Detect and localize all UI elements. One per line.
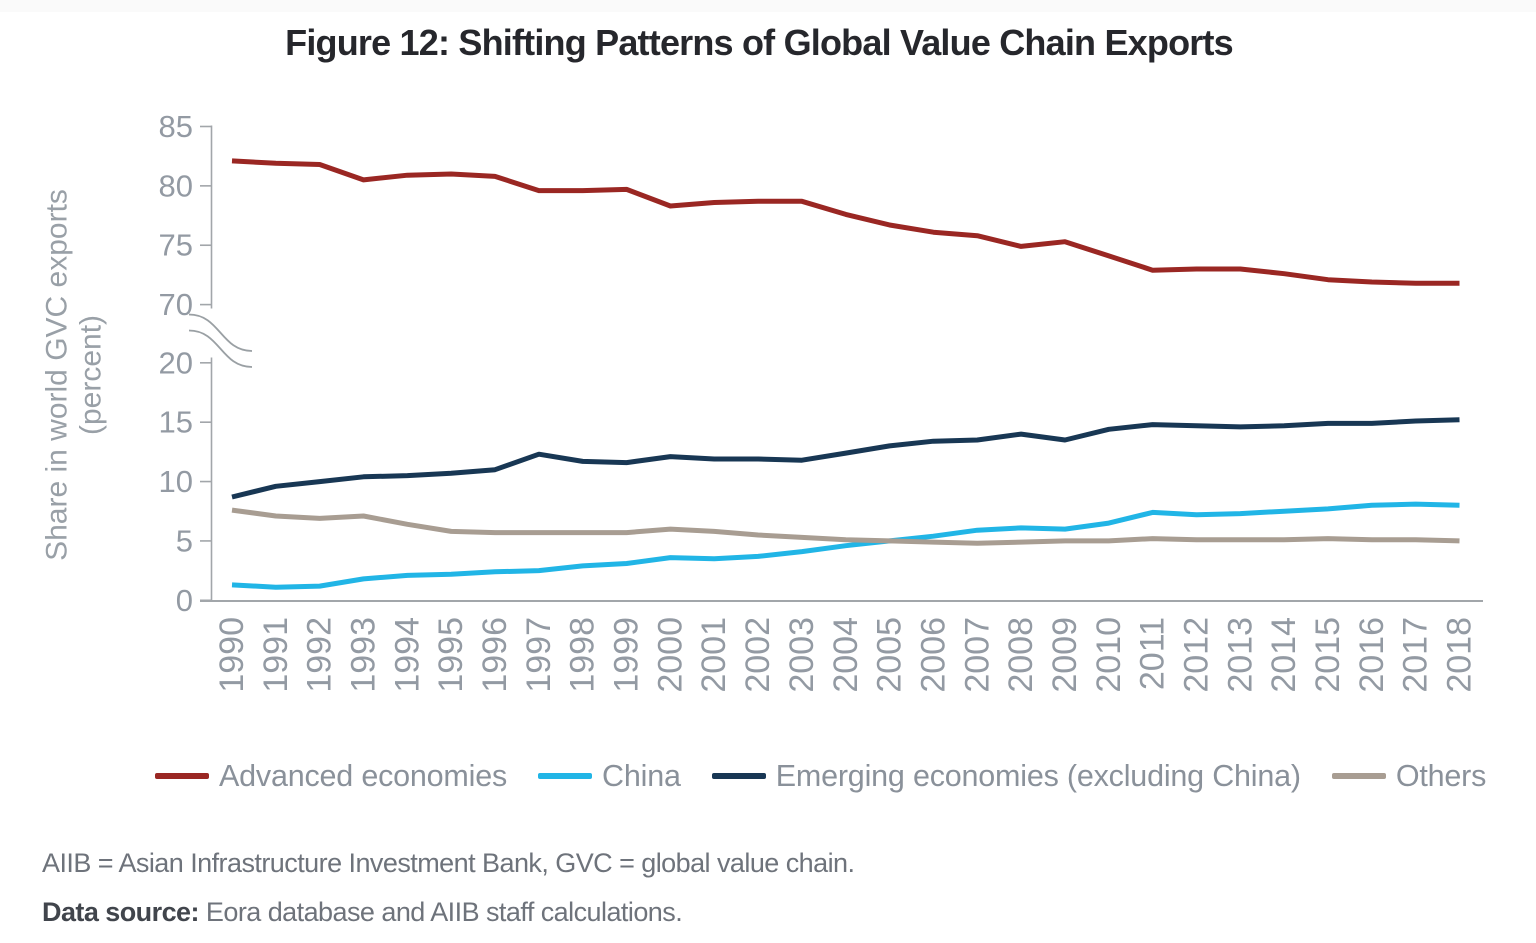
legend-dash-china [538,773,593,779]
note-data-source-text: Eora database and AIIB staff calculation… [198,897,683,927]
x-tick-label-1994: 1994 [388,617,426,693]
x-tick-label-2004: 2004 [827,617,865,693]
x-tick-label-2007: 2007 [958,617,996,693]
note-data-source-label: Data source: [42,897,200,927]
legend-label-others: Others [1395,758,1487,793]
x-tick-label-1992: 1992 [301,617,339,693]
x-tick-label-2012: 2012 [1177,617,1215,693]
x-tick-label-1995: 1995 [432,617,470,693]
x-tick-label-2018: 2018 [1441,617,1479,693]
y-tick-label-5: 5 [176,523,193,558]
legend-dash-emerging-economies [711,773,766,779]
series-others [231,507,1460,546]
legend-label-emerging-economies: Emerging economies (excluding China) [775,758,1301,793]
legend-label-china: China [602,758,681,793]
note-data-source: Data source: Eora database and AIIB staf… [42,897,683,928]
y-axis-title-line2: (percent) [75,315,108,435]
chart-title: Figure 12: Shifting Patterns of Global V… [285,22,1234,63]
x-tick-label-2009: 2009 [1046,617,1084,693]
y-tick-label-75: 75 [159,228,193,263]
top-strip [0,0,1536,12]
legend-item-emerging-economies: Emerging economies (excluding China) [711,758,1301,794]
y-tick-label-80: 80 [159,168,193,203]
x-tick-label-2008: 2008 [1002,617,1040,693]
x-tick-label-2016: 2016 [1353,617,1391,693]
x-tick-label-2003: 2003 [783,617,821,693]
legend-item-others: Others [1331,758,1487,794]
axis-break-squiggle-lower [188,329,253,368]
x-tick-label-2000: 2000 [651,617,689,693]
axis-break-squiggle-upper [188,313,253,352]
x-tick-label-1997: 1997 [520,617,558,693]
x-tick-label-2005: 2005 [871,617,909,693]
legend-label-advanced-economies: Advanced economies [219,758,508,793]
y-tick-label-10: 10 [159,464,193,499]
note-abbreviations: AIIB = Asian Infrastructure Investment B… [42,848,855,878]
chart-legend: Advanced economies China Emerging econom… [155,758,1486,794]
legend-dash-advanced-economies [155,773,209,779]
legend-item-china: China [538,759,681,794]
y-tick-label-85: 85 [159,109,193,144]
x-tick-label-1993: 1993 [345,617,383,693]
y-tick-label-15: 15 [159,405,193,440]
x-tick-label-1990: 1990 [213,617,251,693]
series-advanced-economies [231,158,1460,286]
x-tick-label-2011: 2011 [1134,617,1172,690]
legend-item-advanced-economies: Advanced economies [155,759,507,794]
series-emerging-economies-excluding-china [231,417,1460,500]
x-tick-label-2006: 2006 [914,617,952,693]
x-tick-label-2010: 2010 [1090,617,1128,693]
y-tick-label-20: 20 [159,345,193,380]
x-tick-label-2002: 2002 [739,617,777,693]
y-tick-label-0: 0 [176,583,193,618]
y-tick-label-70: 70 [159,287,193,322]
x-tick-label-2014: 2014 [1265,617,1303,693]
x-tick-label-1999: 1999 [608,617,646,693]
series-china [231,501,1460,590]
y-axis-title-line1: Share in world GVC exports [41,189,74,561]
x-tick-label-1998: 1998 [564,617,602,693]
x-tick-label-2013: 2013 [1221,617,1259,693]
x-tick-label-1991: 1991 [257,617,295,693]
x-tick-label-2001: 2001 [695,617,733,693]
x-tick-label-2017: 2017 [1397,617,1435,693]
legend-dash-others [1331,773,1386,779]
x-tick-label-2015: 2015 [1309,617,1347,693]
x-tick-label-1996: 1996 [476,617,514,693]
